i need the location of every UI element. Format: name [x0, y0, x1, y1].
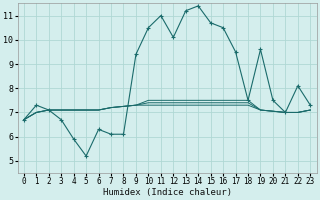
X-axis label: Humidex (Indice chaleur): Humidex (Indice chaleur) [103, 188, 232, 197]
